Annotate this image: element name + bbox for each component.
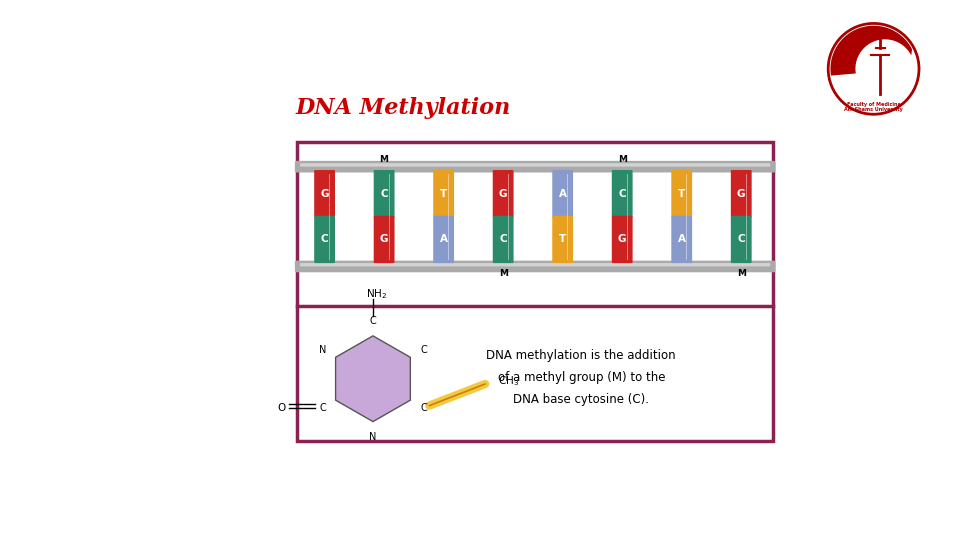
FancyBboxPatch shape	[433, 170, 454, 218]
Text: T: T	[678, 188, 685, 199]
FancyBboxPatch shape	[314, 170, 335, 218]
FancyBboxPatch shape	[552, 216, 573, 263]
FancyBboxPatch shape	[612, 216, 633, 263]
Text: C: C	[370, 316, 376, 326]
Polygon shape	[336, 336, 410, 422]
Text: C: C	[321, 234, 328, 245]
FancyBboxPatch shape	[731, 216, 752, 263]
Text: NH$_2$: NH$_2$	[366, 287, 387, 301]
FancyBboxPatch shape	[295, 161, 776, 172]
Text: G: G	[321, 188, 329, 199]
Text: Faculty of Medicine: Faculty of Medicine	[847, 102, 900, 107]
Text: DNA base cytosine (C).: DNA base cytosine (C).	[514, 393, 649, 406]
Text: G: G	[499, 188, 508, 199]
Text: DNA methylation is the addition: DNA methylation is the addition	[487, 349, 676, 362]
Text: A: A	[678, 234, 685, 245]
Text: of a methyl group (M) to the: of a methyl group (M) to the	[497, 371, 665, 384]
FancyBboxPatch shape	[295, 261, 776, 272]
Text: M: M	[498, 269, 508, 279]
FancyBboxPatch shape	[300, 163, 770, 167]
Text: M: M	[379, 154, 389, 164]
FancyBboxPatch shape	[297, 141, 773, 441]
Text: G: G	[618, 234, 627, 245]
Text: T: T	[440, 188, 447, 199]
Text: A: A	[440, 234, 447, 245]
FancyBboxPatch shape	[612, 170, 633, 218]
Text: Ain Shams University: Ain Shams University	[844, 107, 903, 112]
Text: M: M	[617, 154, 627, 164]
FancyBboxPatch shape	[300, 263, 770, 266]
Text: C: C	[420, 345, 427, 355]
Text: C: C	[737, 234, 745, 245]
FancyBboxPatch shape	[433, 216, 454, 263]
Text: G: G	[737, 188, 746, 199]
Text: C: C	[420, 403, 427, 413]
Text: C: C	[380, 188, 388, 199]
FancyBboxPatch shape	[671, 170, 692, 218]
Text: M: M	[736, 269, 746, 279]
Text: N: N	[319, 345, 326, 355]
FancyBboxPatch shape	[731, 170, 752, 218]
FancyBboxPatch shape	[373, 170, 395, 218]
Text: N: N	[370, 431, 376, 442]
Text: DNA Methylation: DNA Methylation	[295, 97, 511, 119]
Text: C: C	[499, 234, 507, 245]
FancyBboxPatch shape	[492, 170, 514, 218]
Text: A: A	[559, 188, 566, 199]
FancyBboxPatch shape	[492, 216, 514, 263]
Text: G: G	[380, 234, 389, 245]
FancyBboxPatch shape	[552, 170, 573, 218]
FancyBboxPatch shape	[314, 216, 335, 263]
Text: CH$_3$: CH$_3$	[498, 374, 519, 388]
Text: C: C	[618, 188, 626, 199]
Polygon shape	[830, 26, 912, 76]
Text: C: C	[319, 403, 325, 413]
FancyBboxPatch shape	[671, 216, 692, 263]
Text: O: O	[277, 403, 286, 413]
FancyBboxPatch shape	[373, 216, 395, 263]
Text: T: T	[559, 234, 566, 245]
